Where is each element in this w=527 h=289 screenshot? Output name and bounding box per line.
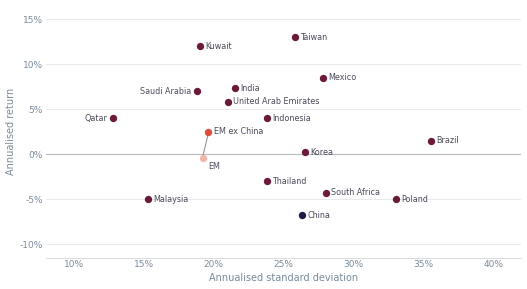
Point [223,99,232,104]
Text: United Arab Emirates: United Arab Emirates [233,97,320,106]
Point [198,155,207,160]
Text: Korea: Korea [310,148,333,157]
Text: China: China [307,211,330,220]
Point [262,179,271,183]
Point [321,190,330,195]
Text: Taiwan: Taiwan [300,33,328,42]
Y-axis label: Annualised return: Annualised return [6,88,16,175]
Point [300,150,309,155]
Text: EM: EM [208,162,220,171]
Text: South Africa: South Africa [331,188,380,197]
Point [144,197,152,201]
Point [298,213,306,218]
Text: Mexico: Mexico [328,73,357,82]
Text: Malaysia: Malaysia [153,194,189,203]
Point [109,116,117,120]
Point [426,138,435,143]
Text: Kuwait: Kuwait [206,42,232,51]
Point [290,35,299,39]
Text: Thailand: Thailand [272,177,307,186]
Text: India: India [240,84,260,93]
Text: Saudi Arabia: Saudi Arabia [140,86,191,96]
Text: Indonesia: Indonesia [272,114,311,123]
Text: Qatar: Qatar [84,114,108,123]
Point [262,116,271,120]
Text: Brazil: Brazil [436,136,458,145]
Text: Poland: Poland [401,194,428,203]
Text: EM ex China: EM ex China [214,127,263,136]
Point [319,75,327,80]
Point [204,129,212,134]
X-axis label: Annualised standard deviation: Annualised standard deviation [209,273,358,284]
Point [392,197,400,201]
Point [193,89,201,93]
Point [196,44,204,48]
Point [230,86,239,91]
